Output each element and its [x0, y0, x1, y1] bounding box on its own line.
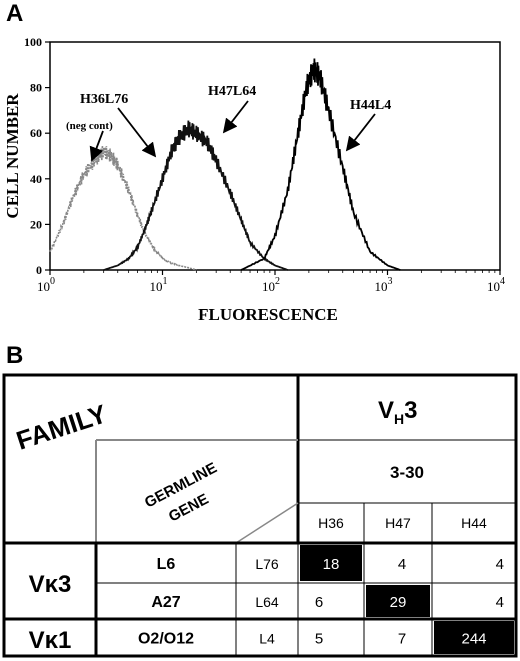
value-cell: 4 [496, 594, 504, 611]
family-vk3: Vκ3 [29, 571, 72, 598]
value-cell: 7 [398, 631, 406, 648]
value-cell: 244 [461, 631, 486, 648]
heavy-chain-h44: H44 [461, 515, 487, 531]
vh-family: VH3 [378, 397, 418, 427]
value-cell: 4 [496, 556, 504, 573]
panel-b-label: B [6, 342, 24, 369]
y-tick-label: 80 [30, 81, 42, 95]
highlight-cell [434, 621, 514, 654]
annotation-h47l64: H47L64 [208, 84, 256, 99]
value-cell: 29 [390, 594, 407, 611]
arrow-h44l4 [345, 113, 376, 152]
annotation-h36l76: H36L76 [80, 92, 128, 107]
highlight-cell [366, 585, 430, 617]
light-chain-l64: L64 [255, 594, 279, 610]
heavy-chain-h47: H47 [385, 515, 411, 531]
light-chain-l76: L76 [255, 556, 279, 572]
y-axis: 0 20 40 60 80 100 [24, 35, 50, 277]
x-tick-label: 101 [150, 276, 168, 294]
family-vk1: Vκ1 [29, 627, 72, 654]
y-tick-label: 40 [30, 172, 42, 186]
x-tick-label: 103 [375, 276, 393, 294]
panel-a-label: A [6, 0, 24, 27]
x-tick-label: 104 [487, 276, 505, 294]
x-tick-label: 102 [262, 276, 280, 294]
table-frame [2, 373, 518, 658]
germline-table: 18 4 46 29 45 7 244 FAMILY GERMLINE GENE VH3 3… [2, 373, 518, 658]
series-group [49, 58, 401, 271]
x-tick-label: 100 [37, 276, 55, 294]
diagonal-line [235, 502, 299, 544]
value-cell: 18 [323, 556, 340, 573]
germline-gene-l6: L6 [157, 556, 176, 573]
x-axis-label: FLUORESCENCE [198, 305, 338, 324]
series-line-h36l76 [49, 145, 197, 271]
value-cell: 6 [315, 594, 323, 611]
arrow-h47l64 [222, 100, 249, 134]
light-chain-l4: L4 [259, 631, 275, 647]
highlight-cell [300, 545, 362, 581]
series-line-h44l4 [240, 58, 401, 271]
histogram-chart: 0 20 40 60 80 100 100 101 102 103 104 CELL NUMBER… [3, 35, 505, 324]
y-tick-label: 20 [30, 217, 42, 231]
annotation-h44l4: H44L4 [350, 98, 391, 113]
vh-gene: 3-30 [390, 463, 424, 482]
value-cell: 4 [398, 556, 406, 573]
annotation-neg-cont: (neg cont) [66, 120, 113, 132]
x-axis: 100 101 102 103 104 [37, 270, 505, 294]
value-cell: 5 [315, 631, 323, 648]
y-tick-label: 100 [24, 35, 42, 49]
row-labels: L6 L76 A27 L64 O2/O12 L4 Vκ3 Vκ1 [29, 556, 279, 654]
y-tick-label: 60 [30, 126, 42, 140]
arrow-h36l76 [117, 107, 157, 158]
series-line-h47l64 [103, 120, 289, 271]
arrow-neg-cont [89, 130, 104, 162]
heavy-chain-headers: H36 H47 H44 [318, 515, 487, 531]
y-tick-label: 0 [36, 263, 42, 277]
y-axis-label: CELL NUMBER [3, 93, 22, 219]
heavy-chain-h36: H36 [318, 515, 344, 531]
germline-gene-a27: A27 [151, 594, 180, 611]
germline-gene-o2-o12: O2/O12 [138, 631, 194, 648]
value-cells: 18 4 4 6 29 4 5 7 244 [300, 545, 514, 654]
